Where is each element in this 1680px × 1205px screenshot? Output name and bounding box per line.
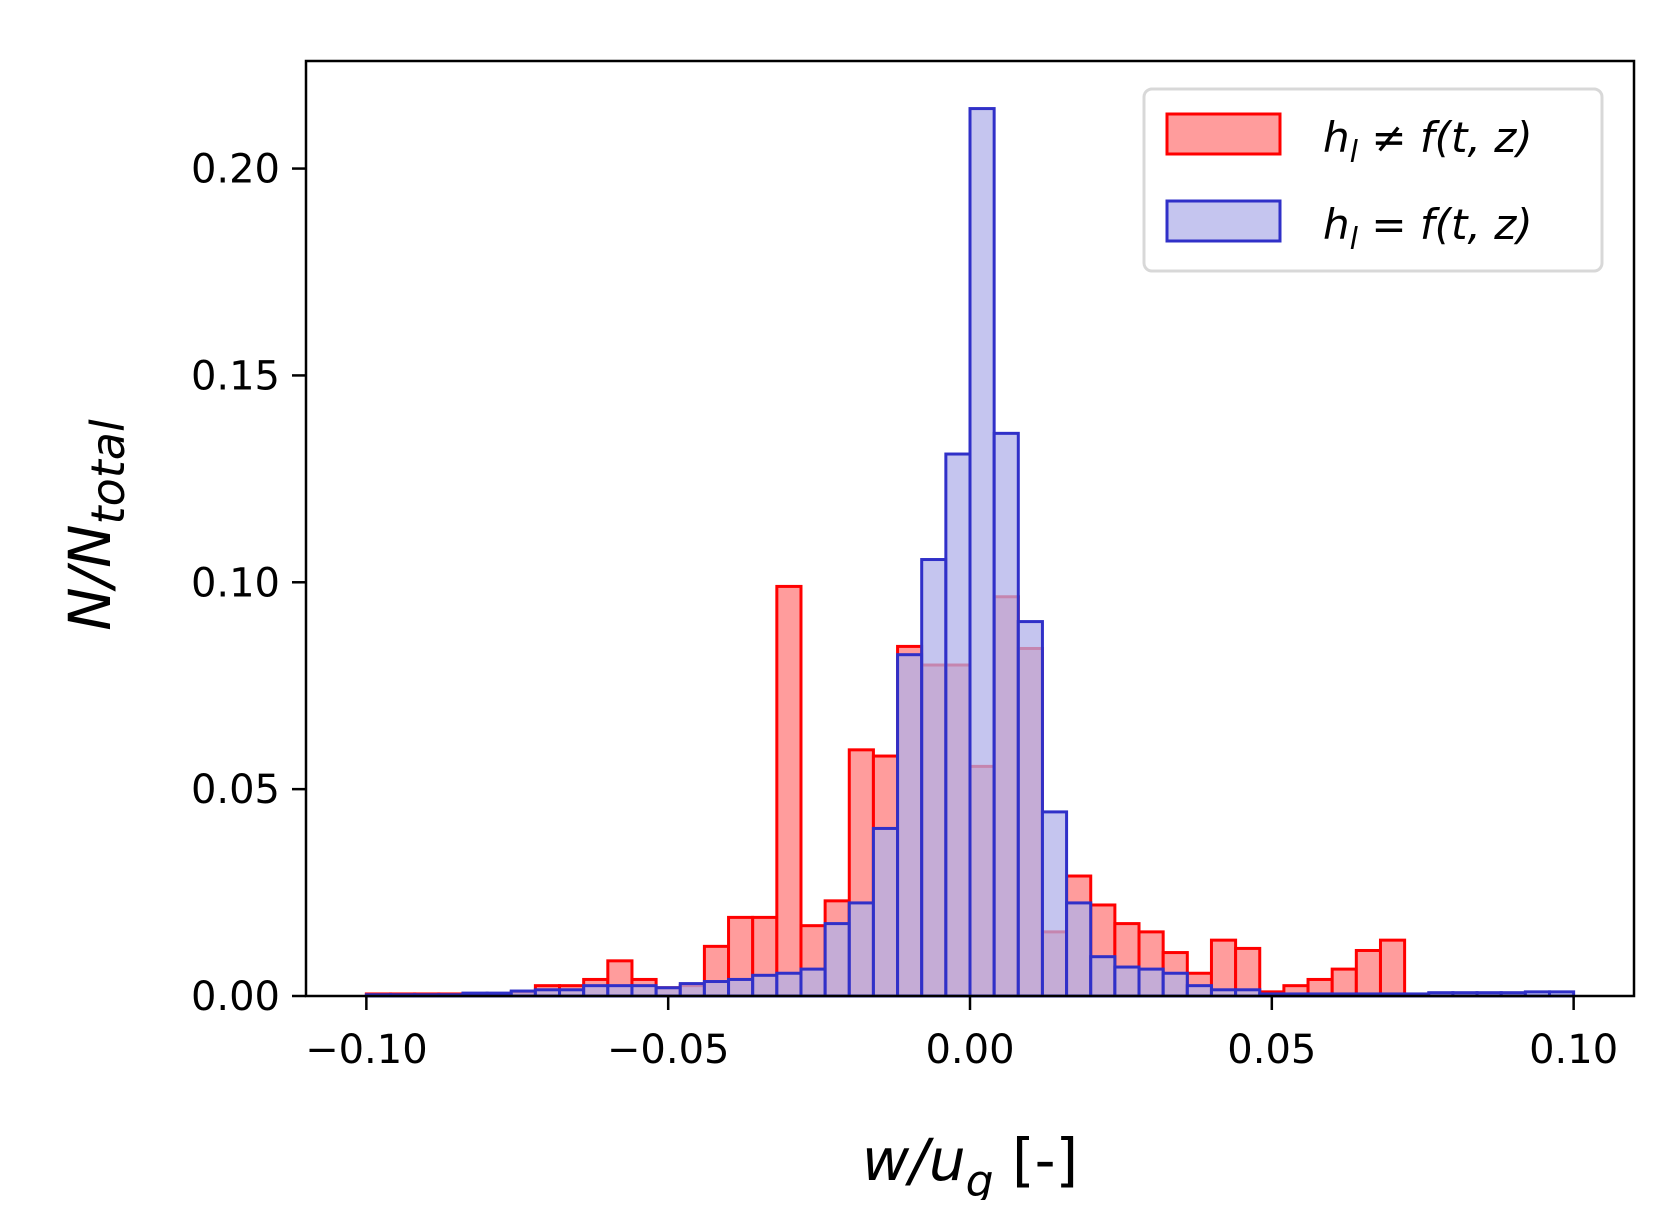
x-axis-label-suffix: [-] — [994, 1126, 1079, 1194]
x-tick-label: 0.00 — [925, 1027, 1014, 1073]
x-tick-label: 0.10 — [1529, 1027, 1618, 1073]
bar-blue-26 — [992, 431, 1020, 998]
bar-blue-32 — [1137, 967, 1165, 998]
bar-blue-21 — [871, 826, 900, 998]
bar-blue-9 — [582, 984, 610, 998]
bar-blue-33 — [1161, 971, 1189, 998]
bar-blue-19 — [823, 922, 851, 998]
bar-blue-23 — [920, 558, 948, 998]
y-axis-label-main: N/N — [56, 524, 124, 630]
bar-blue-29 — [1065, 901, 1093, 998]
legend: hl ≠ f(t, z) hl = f(t, z) — [1142, 87, 1604, 273]
x-axis-label: w/ug [-] — [862, 1126, 1078, 1200]
bar-blue-16 — [751, 973, 779, 998]
y-tick-label: 0.05 — [191, 767, 280, 813]
x-axis-label-main: w/u — [862, 1126, 966, 1194]
axis-ticks: −0.10 −0.05 0.00 0.05 0.10 0.00 0.05 0.10 0.15 0.… — [191, 147, 1618, 1073]
bar-blue-17 — [775, 971, 803, 998]
bar-blue-20 — [847, 901, 875, 998]
bar-blue-27 — [1016, 620, 1044, 998]
bar-red-42 — [1378, 938, 1407, 998]
bar-blue-18 — [799, 967, 827, 998]
bar-blue-34 — [1185, 984, 1213, 998]
bar-blue-28 — [1040, 810, 1069, 998]
legend-swatch-blue — [1165, 199, 1282, 243]
legend-entry-red: hl ≠ f(t, z) — [1323, 113, 1533, 170]
series-blue-bars — [364, 107, 1576, 998]
bar-blue-11 — [630, 984, 658, 998]
legend-entry-blue: hl = f(t, z) — [1323, 200, 1533, 257]
bar-blue-10 — [606, 984, 634, 998]
y-tick-label: 0.00 — [191, 974, 280, 1020]
bar-red-41 — [1354, 948, 1382, 998]
y-tick-label: 0.10 — [191, 560, 280, 606]
legend-swatch-red — [1165, 112, 1282, 156]
bar-red-17 — [775, 584, 803, 998]
bar-red-40 — [1330, 967, 1358, 998]
bar-blue-15 — [727, 977, 755, 998]
bar-blue-14 — [702, 980, 731, 998]
x-axis-label-sub: g — [966, 1156, 994, 1200]
y-axis-label: N/Ntotal — [56, 419, 135, 631]
bar-blue-24 — [944, 452, 972, 998]
y-tick-label: 0.20 — [191, 147, 280, 193]
y-axis-label-sub: total — [81, 419, 135, 524]
bar-blue-25 — [968, 107, 996, 998]
bar-blue-13 — [678, 982, 706, 998]
x-tick-label: −0.10 — [305, 1027, 428, 1073]
bar-blue-30 — [1089, 955, 1117, 998]
bar-red-35 — [1209, 938, 1238, 998]
x-tick-label: −0.05 — [607, 1027, 730, 1073]
bar-blue-31 — [1113, 965, 1141, 998]
y-tick-label: 0.15 — [191, 353, 280, 399]
bar-blue-22 — [896, 653, 924, 998]
x-tick-label: 0.05 — [1227, 1027, 1316, 1073]
